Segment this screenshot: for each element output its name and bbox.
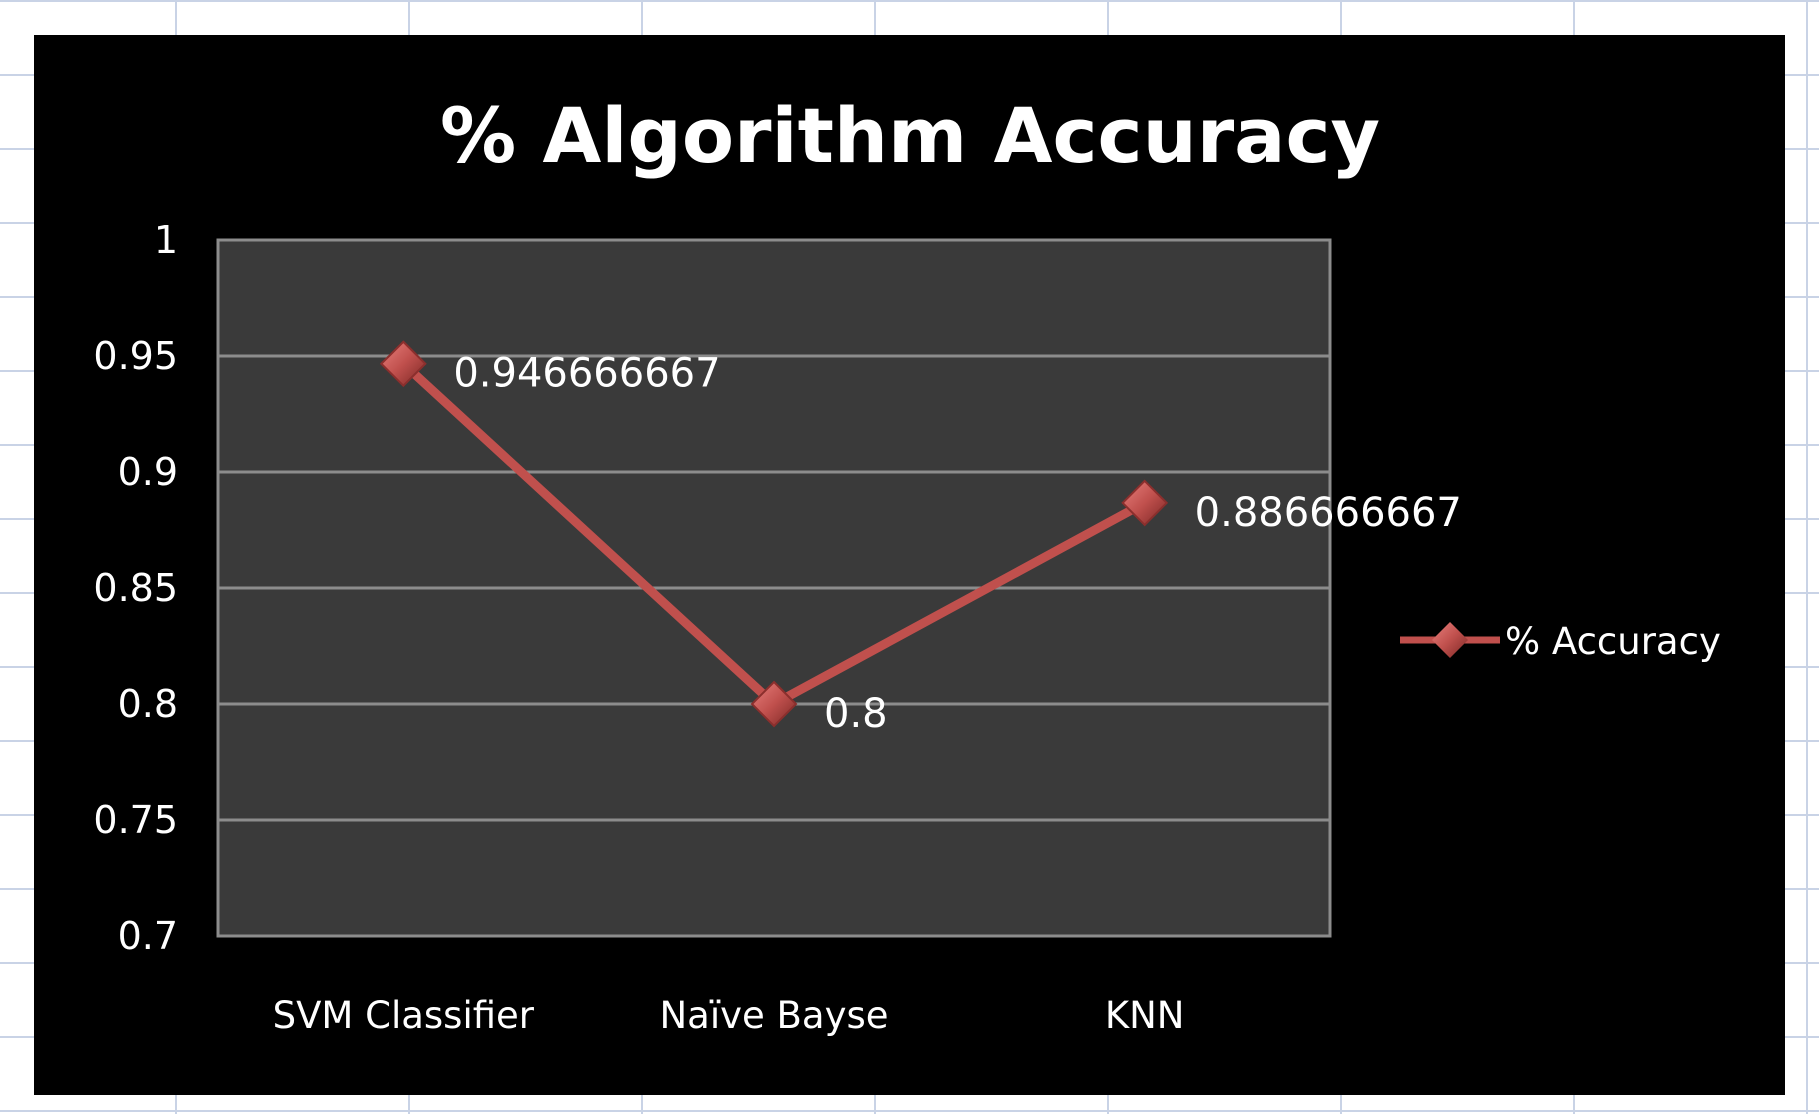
legend[interactable]: % Accuracy (1400, 620, 1721, 663)
data-point-marker[interactable] (1121, 479, 1169, 527)
series-accuracy[interactable] (379, 340, 1169, 728)
data-point-marker[interactable] (750, 680, 798, 728)
x-category-label: KNN (1105, 994, 1185, 1037)
data-labels: 0.946666667 0.8 0.886666667 (453, 351, 1462, 737)
y-tick-label: 1 (154, 218, 178, 262)
x-category-label: Naïve Bayse (659, 994, 888, 1037)
y-tick-label: 0.7 (118, 914, 178, 958)
data-point-marker[interactable] (379, 340, 427, 388)
chart-title: % Algorithm Accuracy (440, 91, 1380, 180)
data-label: 0.946666667 (453, 351, 720, 397)
x-category-label: SVM Classifier (273, 994, 535, 1037)
legend-diamond-marker-icon (1432, 622, 1468, 658)
data-label: 0.886666667 (1195, 490, 1462, 536)
y-tick-label: 0.85 (93, 566, 178, 610)
y-tick-label: 0.9 (118, 450, 178, 494)
legend-label: % Accuracy (1505, 620, 1721, 663)
y-axis-tick-labels: 0.7 0.75 0.8 0.85 0.9 0.95 1 (93, 218, 178, 958)
x-axis-category-labels: SVM Classifier Naïve Bayse KNN (273, 994, 1185, 1037)
data-label: 0.8 (824, 691, 888, 737)
y-tick-label: 0.8 (118, 682, 178, 726)
y-tick-label: 0.95 (93, 334, 178, 378)
y-tick-label: 0.75 (93, 798, 178, 842)
